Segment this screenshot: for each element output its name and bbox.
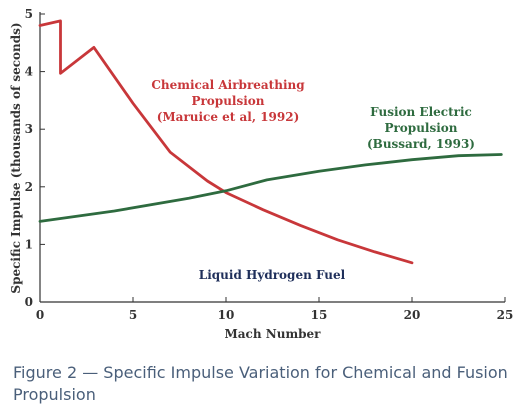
chemical-annotation-line: (Maruice et al, 1992) — [157, 110, 300, 124]
chemical-annotation-line: Chemical Airbreathing — [151, 78, 305, 92]
x-tick-label: 20 — [404, 308, 421, 322]
y-tick-label: 2 — [25, 180, 33, 194]
x-axis-label: Mach Number — [224, 327, 321, 341]
x-tick-label: 15 — [311, 308, 328, 322]
y-tick-label: 3 — [25, 122, 33, 136]
y-tick-label: 0 — [25, 295, 33, 309]
fusion-electric-line — [38, 153, 503, 223]
fuel-annotation: Liquid Hydrogen Fuel — [199, 268, 346, 282]
chemical-airbreathing-line — [38, 19, 414, 265]
fusion-annotation-line: Propulsion — [384, 121, 457, 135]
x-tick-label: 5 — [129, 308, 137, 322]
chemical-annotation-line: Propulsion — [191, 94, 264, 108]
y-axis-label: Specific Impulse (thousands of seconds) — [9, 22, 23, 293]
fusion-annotation-line: (Bussard, 1993) — [367, 137, 475, 151]
y-tick-label: 5 — [25, 7, 33, 21]
x-tick-label: 0 — [36, 308, 44, 322]
figure-caption: Figure 2 — Specific Impulse Variation fo… — [13, 363, 508, 404]
y-tick-label: 4 — [25, 65, 33, 79]
x-tick-label: 10 — [218, 308, 235, 322]
x-tick-label: 25 — [497, 308, 514, 322]
y-tick-label: 1 — [25, 237, 33, 251]
fusion-annotation-line: Fusion Electric — [370, 105, 472, 119]
